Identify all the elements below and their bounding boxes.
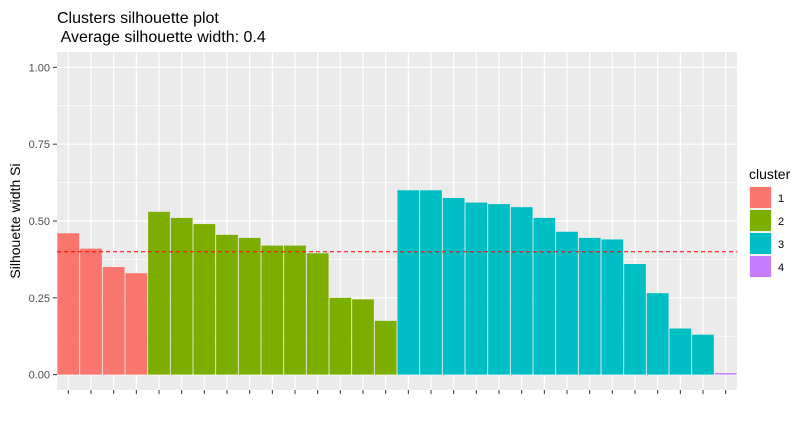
legend-swatch-3 <box>750 233 771 254</box>
legend-items: 1 2 3 4 <box>749 186 784 278</box>
legend: cluster 1 2 3 4 <box>749 166 791 278</box>
silhouette-bar-cluster-2 <box>306 253 329 375</box>
y-tick-label: 0.75 <box>29 139 50 151</box>
silhouette-bar-cluster-4 <box>714 373 737 375</box>
y-tick-label: 0.00 <box>29 370 50 382</box>
silhouette-bar-cluster-3 <box>465 202 488 375</box>
silhouette-bar-cluster-2 <box>329 297 352 375</box>
silhouette-bar-cluster-3 <box>510 207 533 375</box>
legend-label-3: 3 <box>778 239 784 251</box>
silhouette-bar-cluster-3 <box>646 293 669 375</box>
silhouette-bar-cluster-3 <box>442 197 465 375</box>
silhouette-bar-cluster-1 <box>102 267 125 375</box>
silhouette-bar-cluster-1 <box>80 248 102 375</box>
silhouette-bar-cluster-2 <box>216 234 238 375</box>
silhouette-bar-cluster-1 <box>125 273 148 375</box>
legend-label-1: 1 <box>778 193 784 205</box>
silhouette-bar-cluster-2 <box>261 245 284 375</box>
y-tick-label: 0.50 <box>29 216 50 228</box>
legend-label-2: 2 <box>778 216 784 228</box>
y-axis-label: Silhouette width Si <box>7 163 23 278</box>
silhouette-bar-cluster-2 <box>352 299 374 375</box>
silhouette-bar-cluster-3 <box>692 334 714 375</box>
silhouette-bar-cluster-3 <box>669 328 692 375</box>
silhouette-bar-cluster-2 <box>148 211 170 375</box>
y-tick-label: 1.00 <box>29 62 50 74</box>
chart-title: Clusters silhouette plot <box>57 10 219 27</box>
silhouette-bar-cluster-3 <box>533 217 556 375</box>
x-axis-ticks <box>67 390 727 394</box>
silhouette-bar-cluster-1 <box>57 233 80 375</box>
y-axis-ticks: 0.00 0.25 0.50 0.75 1.00 <box>29 62 57 382</box>
legend-swatch-1 <box>750 187 771 208</box>
silhouette-bar-cluster-2 <box>284 245 306 375</box>
legend-swatch-4 <box>750 256 771 277</box>
silhouette-bar-cluster-2 <box>193 224 216 375</box>
silhouette-bar-cluster-3 <box>556 231 578 375</box>
y-tick-label: 0.25 <box>29 293 50 305</box>
silhouette-bar-cluster-3 <box>578 237 601 375</box>
silhouette-bar-cluster-2 <box>374 320 397 375</box>
silhouette-bar-cluster-3 <box>488 204 510 375</box>
chart-subtitle: Average silhouette width: 0.4 <box>57 29 266 46</box>
silhouette-bar-cluster-3 <box>624 264 646 375</box>
silhouette-bar-cluster-3 <box>601 239 624 375</box>
bars <box>57 190 737 375</box>
silhouette-bar-cluster-2 <box>170 217 193 375</box>
silhouette-bar-cluster-3 <box>420 190 442 375</box>
legend-swatch-2 <box>750 210 771 231</box>
silhouette-bar-cluster-2 <box>238 237 261 375</box>
legend-title: cluster <box>749 166 791 182</box>
legend-label-4: 4 <box>778 262 784 274</box>
silhouette-bar-cluster-3 <box>397 190 420 375</box>
